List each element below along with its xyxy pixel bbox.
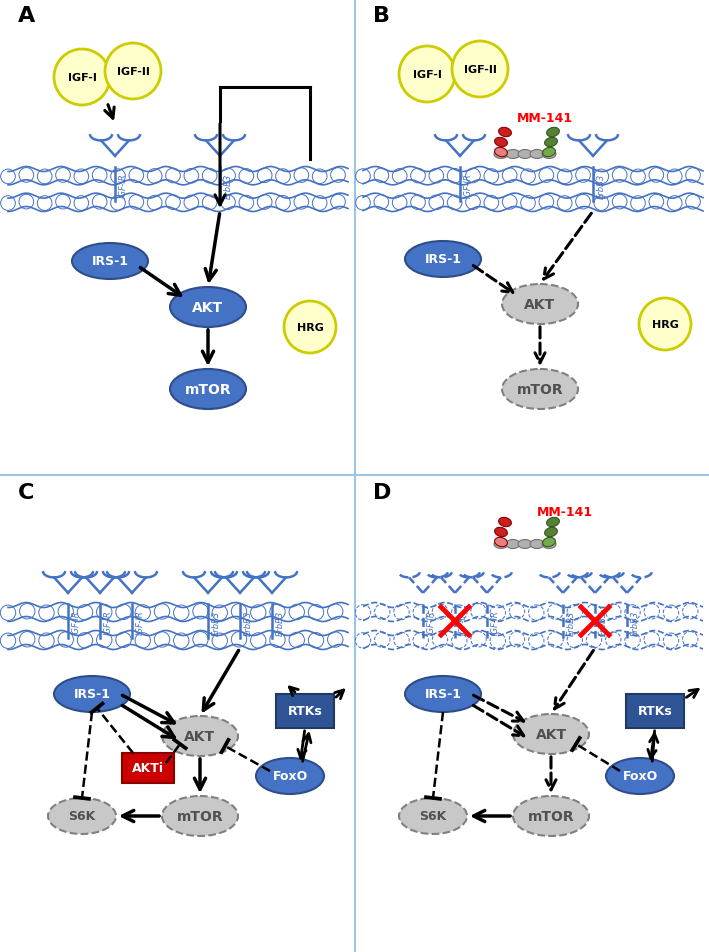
Text: IGF-I: IGF-I <box>413 69 442 80</box>
Ellipse shape <box>542 540 556 549</box>
Ellipse shape <box>399 798 467 834</box>
Text: IGF-IR: IGF-IR <box>464 173 473 198</box>
Text: MM-141: MM-141 <box>517 111 573 125</box>
Text: IGF-IR: IGF-IR <box>427 610 436 635</box>
Text: AKT: AKT <box>192 301 223 315</box>
Text: ErbB3: ErbB3 <box>244 609 253 635</box>
Ellipse shape <box>256 758 324 794</box>
Text: ErbB3: ErbB3 <box>567 609 576 635</box>
Text: mTOR: mTOR <box>184 383 231 397</box>
Text: IRS-1: IRS-1 <box>425 253 462 267</box>
Ellipse shape <box>530 540 544 549</box>
Ellipse shape <box>606 758 674 794</box>
Circle shape <box>284 302 336 353</box>
Text: FoxO: FoxO <box>272 769 308 783</box>
Text: S6K: S6K <box>68 809 96 823</box>
Ellipse shape <box>506 540 520 549</box>
Text: IGF-IR: IGF-IR <box>459 610 468 635</box>
Text: AKTi: AKTi <box>132 762 164 775</box>
Ellipse shape <box>494 540 508 549</box>
Ellipse shape <box>170 288 246 327</box>
Text: AKT: AKT <box>535 727 566 742</box>
Text: AKT: AKT <box>184 729 216 744</box>
Text: IGF-IR: IGF-IR <box>119 173 128 198</box>
Ellipse shape <box>530 150 544 159</box>
Text: IRS-1: IRS-1 <box>425 687 462 701</box>
Text: IRS-1: IRS-1 <box>91 255 128 268</box>
Text: RTKs: RTKs <box>637 704 672 718</box>
Ellipse shape <box>513 714 589 754</box>
Text: B: B <box>373 6 390 26</box>
Ellipse shape <box>72 244 148 280</box>
Text: A: A <box>18 6 35 26</box>
Ellipse shape <box>498 129 511 137</box>
Text: ErbB3: ErbB3 <box>224 173 233 198</box>
Ellipse shape <box>542 149 555 157</box>
Text: FoxO: FoxO <box>623 769 658 783</box>
Ellipse shape <box>502 369 578 409</box>
Text: IGF-IR: IGF-IR <box>72 610 81 635</box>
Ellipse shape <box>495 138 508 148</box>
Circle shape <box>54 50 110 106</box>
Ellipse shape <box>513 796 589 836</box>
Ellipse shape <box>162 796 238 836</box>
Ellipse shape <box>542 150 556 159</box>
Text: ErbB3: ErbB3 <box>597 173 606 198</box>
Text: mTOR: mTOR <box>177 809 223 823</box>
Text: mTOR: mTOR <box>527 809 574 823</box>
Ellipse shape <box>405 676 481 712</box>
Text: HRG: HRG <box>652 320 679 329</box>
Ellipse shape <box>502 285 578 325</box>
Text: ErbB3: ErbB3 <box>212 609 221 635</box>
Ellipse shape <box>547 518 559 527</box>
Text: MM-141: MM-141 <box>537 505 593 518</box>
Ellipse shape <box>495 149 508 157</box>
Ellipse shape <box>495 527 508 537</box>
Text: IRS-1: IRS-1 <box>74 687 111 701</box>
Text: ErbB3: ErbB3 <box>631 609 640 635</box>
Text: IGF-IR: IGF-IR <box>491 610 500 635</box>
Text: C: C <box>18 483 34 503</box>
Ellipse shape <box>518 540 532 549</box>
Text: D: D <box>373 483 391 503</box>
FancyBboxPatch shape <box>626 694 684 728</box>
Text: IGF-II: IGF-II <box>116 67 150 77</box>
Circle shape <box>639 299 691 350</box>
Ellipse shape <box>405 242 481 278</box>
FancyBboxPatch shape <box>122 753 174 783</box>
Ellipse shape <box>545 527 557 537</box>
Text: IGF-IR: IGF-IR <box>104 610 113 635</box>
Text: IGF-IR: IGF-IR <box>136 610 145 635</box>
Ellipse shape <box>518 150 532 159</box>
Text: S6K: S6K <box>420 809 447 823</box>
Text: ErbB3: ErbB3 <box>599 609 608 635</box>
Text: IGF-I: IGF-I <box>67 73 96 83</box>
Ellipse shape <box>495 538 508 547</box>
Circle shape <box>452 42 508 98</box>
Ellipse shape <box>54 676 130 712</box>
Ellipse shape <box>162 716 238 756</box>
Text: mTOR: mTOR <box>517 383 564 397</box>
Ellipse shape <box>506 150 520 159</box>
Ellipse shape <box>170 369 246 409</box>
FancyBboxPatch shape <box>276 694 334 728</box>
Ellipse shape <box>545 138 557 148</box>
Text: RTKs: RTKs <box>288 704 323 718</box>
Ellipse shape <box>494 150 508 159</box>
Ellipse shape <box>542 538 555 547</box>
Circle shape <box>399 47 455 103</box>
Text: HRG: HRG <box>296 323 323 332</box>
Ellipse shape <box>498 518 511 527</box>
Circle shape <box>105 44 161 100</box>
Ellipse shape <box>48 798 116 834</box>
Text: AKT: AKT <box>525 298 556 311</box>
Ellipse shape <box>547 129 559 137</box>
Text: IGF-II: IGF-II <box>464 65 496 75</box>
Text: ErbB3: ErbB3 <box>276 609 285 635</box>
